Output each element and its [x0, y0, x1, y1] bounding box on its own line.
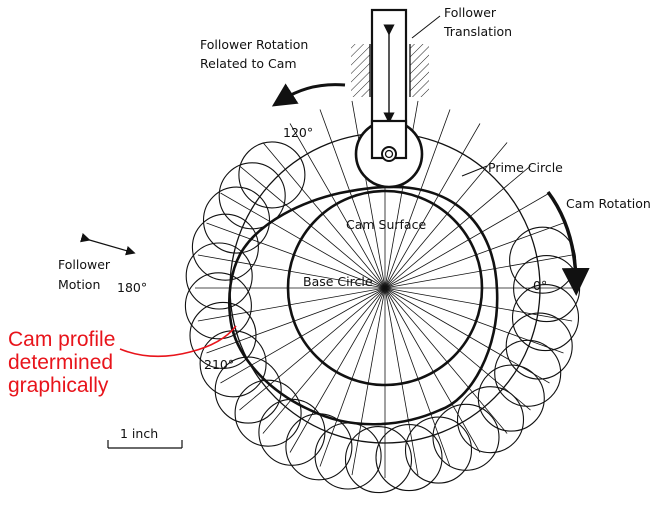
radial-line [384, 287, 531, 411]
radial-lines [195, 98, 575, 478]
radial-line [220, 287, 386, 384]
follower-motion-arrow [80, 233, 136, 256]
roller-circle [285, 413, 353, 481]
radial-line [289, 123, 386, 289]
follower-rotation-label-1: Follower Rotation [200, 37, 308, 52]
follower-rotation-label-2: Related to Cam [200, 56, 297, 71]
follower-motion-label-1: Follower [58, 257, 111, 272]
roller-circle [505, 312, 573, 380]
roller-circle [511, 284, 580, 352]
radial-line [289, 287, 386, 453]
follower-rotation-arrow [271, 83, 346, 107]
roller-circle [238, 141, 306, 209]
radial-line [384, 287, 481, 453]
base-circle-label: Base Circle [303, 274, 373, 289]
follower-translation-label-1: Follower [444, 5, 497, 20]
radial-line [197, 254, 386, 289]
radial-line [220, 192, 386, 289]
roller-circle [202, 186, 271, 254]
roller-circle [218, 162, 286, 230]
roller-circle [494, 339, 562, 407]
radial-line [351, 287, 386, 476]
roller-circle [456, 386, 525, 454]
roller-circle [375, 424, 443, 492]
radial-line [262, 287, 386, 434]
angle-210-label: 210° [204, 357, 234, 372]
roller-positions [184, 141, 581, 494]
radial-line [262, 142, 386, 289]
roller-circle [184, 272, 252, 340]
angle-120-label: 120° [283, 125, 313, 140]
cam-surface-label: Cam Surface [346, 217, 426, 232]
radial-line [319, 109, 386, 289]
angle-180-label: 180° [117, 280, 147, 295]
radial-line [239, 165, 386, 289]
annotation-line-1: Cam profile [8, 328, 115, 351]
annotation-line-2: determined [8, 351, 113, 374]
radial-line [384, 254, 573, 289]
radial-line [206, 222, 386, 289]
cam-rotation-arrow [546, 190, 590, 296]
roller-circle [404, 416, 473, 484]
roller-circle [432, 403, 500, 471]
radial-line [384, 287, 451, 467]
scale-bar [107, 440, 183, 449]
radial-line [351, 100, 386, 289]
radial-line [319, 287, 386, 467]
roller-circle [189, 301, 257, 369]
annotation-curve [119, 325, 237, 358]
follower-translation-label-2: Translation [443, 24, 512, 39]
angle-0-label: 0° [533, 278, 547, 293]
radial-line [384, 287, 419, 476]
radial-line [384, 192, 550, 289]
roller-circle [185, 242, 253, 310]
radial-line [384, 222, 564, 289]
radial-line [384, 165, 531, 289]
annotation-line-3: graphically [8, 374, 109, 397]
base-circle [286, 189, 484, 387]
radial-line [384, 287, 573, 322]
radial-line [384, 123, 481, 289]
radial-line [384, 287, 508, 434]
radial-line [239, 287, 386, 411]
cam-rotation-label: Cam Rotation [566, 196, 651, 211]
radial-line [384, 287, 564, 354]
roller-circle [344, 426, 413, 494]
roller-pin [381, 146, 397, 162]
scale-label: 1 inch [120, 426, 158, 441]
follower-motion-label-2: Motion [58, 277, 100, 292]
roller-circle [234, 379, 302, 447]
follower-guide [351, 44, 429, 97]
cam-profile [228, 185, 499, 426]
roller-circle [258, 398, 326, 466]
prime-circle-label: Prime Circle [488, 160, 563, 175]
radial-line [384, 109, 451, 289]
radial-line [384, 142, 508, 289]
roller-circle [477, 364, 545, 432]
